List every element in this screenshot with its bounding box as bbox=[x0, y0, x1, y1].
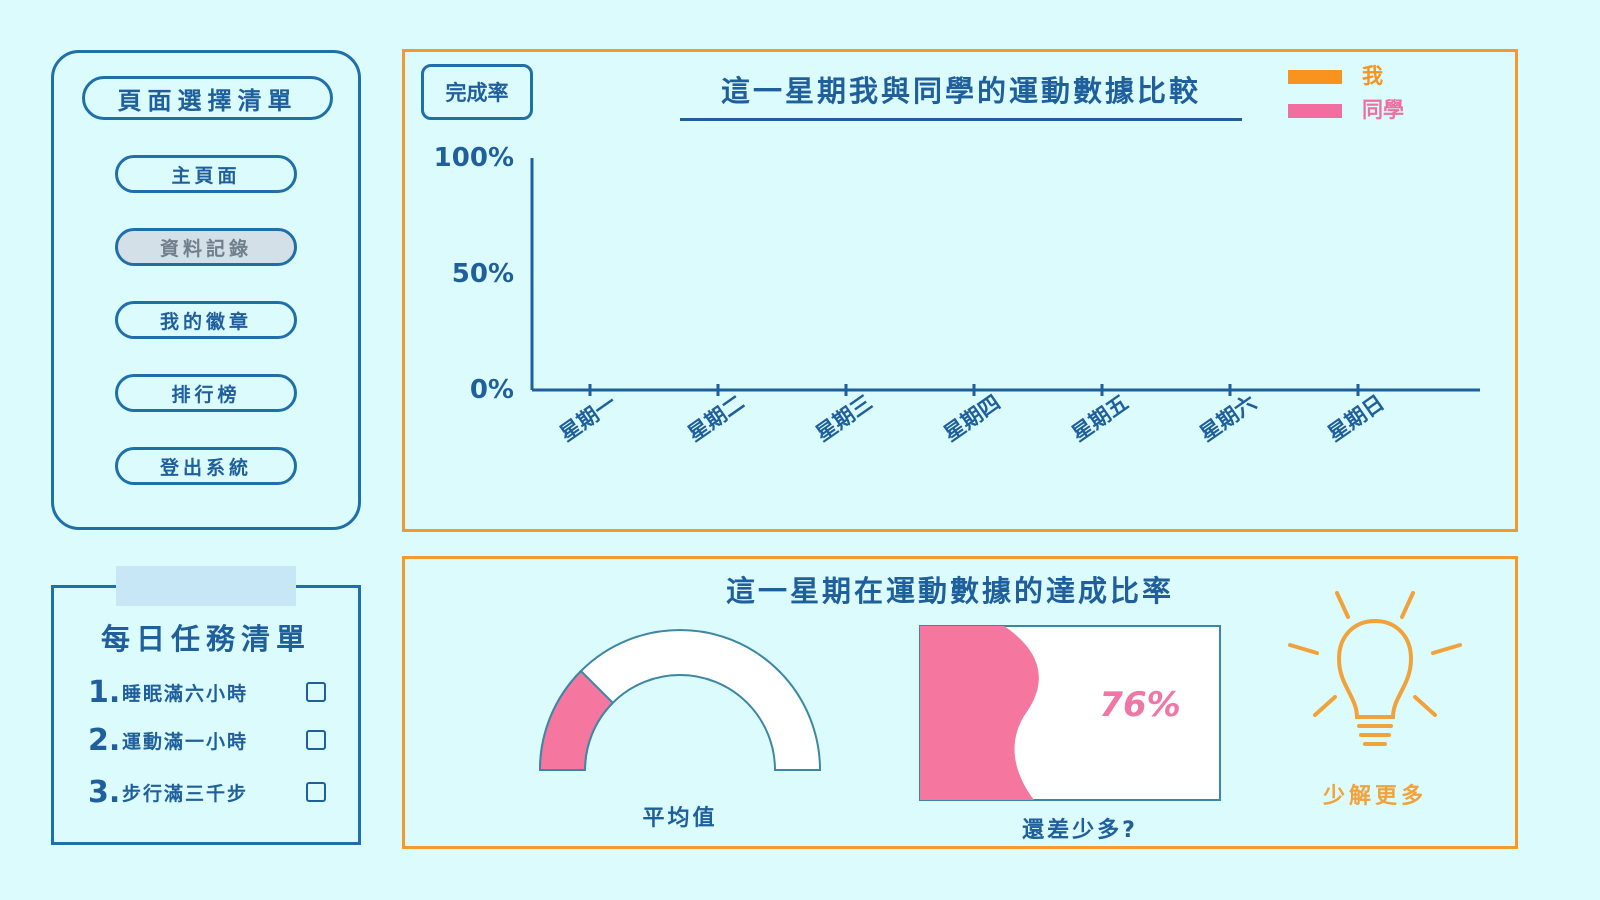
gauge-fill bbox=[538, 669, 615, 771]
task-label: 睡眠滿六小時 bbox=[122, 682, 249, 705]
weekly-chart-panel bbox=[402, 49, 1518, 532]
nav-logout-button[interactable]: 登出系統 bbox=[115, 447, 297, 485]
y-tick-label: 0% bbox=[470, 375, 514, 405]
learn-more-link[interactable]: 少解更多 bbox=[1322, 784, 1427, 809]
tank-caption: 還差少多? bbox=[1022, 818, 1138, 843]
nav-panel bbox=[51, 50, 361, 530]
legend-label-me: 我 bbox=[1362, 64, 1383, 88]
task-label: 步行滿三千步 bbox=[122, 782, 249, 805]
nav-title: 頁面選擇清單 bbox=[82, 76, 333, 120]
task-number: 3. bbox=[88, 774, 121, 810]
task-checkbox[interactable] bbox=[306, 782, 326, 802]
task-checkbox[interactable] bbox=[306, 682, 326, 702]
nav-leaderboard-button[interactable]: 排行榜 bbox=[115, 374, 297, 412]
remaining-tank bbox=[919, 625, 1221, 801]
legend-swatch-classmates bbox=[1288, 104, 1342, 118]
y-tick-label: 100% bbox=[434, 143, 514, 173]
lightbulb-icon[interactable] bbox=[1285, 585, 1465, 765]
gauge-caption: 平均值 bbox=[642, 806, 718, 831]
task-panel-tab bbox=[116, 566, 296, 606]
x-tick-label: 星期日 bbox=[1323, 390, 1388, 446]
task-item: 3. 步行滿三千步 bbox=[88, 772, 326, 812]
weekly-chart: 100% 50% 0% 星期一 星期二 星期三 星期四 星期五 星期六 星期日 bbox=[434, 143, 1480, 446]
chart-title: 這一星期我與同學的運動數據比較 bbox=[720, 74, 1201, 108]
legend-swatch-me bbox=[1288, 70, 1342, 84]
x-tick-label: 星期四 bbox=[939, 390, 1004, 446]
tank-value: 76% bbox=[1099, 685, 1181, 725]
task-title: 每日任務清單 bbox=[100, 622, 311, 656]
task-label: 運動滿一小時 bbox=[122, 730, 249, 753]
legend-label-classmates: 同學 bbox=[1362, 98, 1404, 122]
x-tick-label: 星期三 bbox=[811, 390, 876, 446]
x-tick-label: 星期一 bbox=[555, 390, 620, 446]
metric-selector[interactable]: 完成率 bbox=[421, 64, 533, 120]
nav-badges-button[interactable]: 我的徽章 bbox=[115, 301, 297, 339]
x-tick-label: 星期二 bbox=[683, 390, 748, 446]
y-tick-label: 50% bbox=[452, 259, 514, 289]
achievement-panel bbox=[402, 556, 1518, 849]
tank-fill bbox=[920, 626, 1039, 800]
task-number: 2. bbox=[88, 722, 121, 758]
nav-home-button[interactable]: 主頁面 bbox=[115, 155, 297, 193]
gauge-track bbox=[538, 629, 822, 771]
achievement-title: 這一星期在運動數據的達成比率 bbox=[725, 574, 1174, 608]
x-tick-label: 星期六 bbox=[1195, 390, 1260, 446]
average-gauge bbox=[538, 629, 822, 771]
task-item: 1. 睡眠滿六小時 bbox=[88, 672, 326, 712]
task-number: 1. bbox=[88, 674, 121, 710]
x-tick-label: 星期五 bbox=[1067, 390, 1132, 446]
task-item: 2. 運動滿一小時 bbox=[88, 720, 326, 760]
title-underline bbox=[680, 118, 1242, 121]
nav-records-button[interactable]: 資料記錄 bbox=[115, 228, 297, 266]
task-checkbox[interactable] bbox=[306, 730, 326, 750]
